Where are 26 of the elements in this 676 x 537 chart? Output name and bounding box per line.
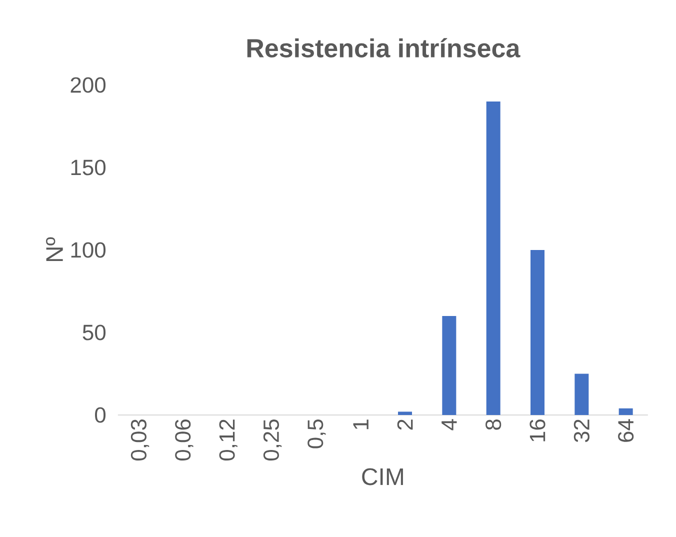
y-tick-label: 0 bbox=[95, 407, 106, 423]
x-tick-label: 0,12 bbox=[219, 420, 238, 460]
y-axis-title: Nº bbox=[46, 237, 63, 262]
bar bbox=[530, 250, 545, 415]
x-tick-label: 1 bbox=[353, 420, 368, 430]
x-tick-label: 2 bbox=[397, 420, 413, 430]
bar bbox=[618, 408, 633, 415]
chart-title: Resistencia intrínseca bbox=[247, 38, 520, 58]
x-tick-label: 4 bbox=[442, 419, 457, 430]
x-tick-label: 16 bbox=[530, 419, 546, 442]
y-tick-label: 100 bbox=[71, 242, 106, 258]
bar bbox=[486, 101, 500, 415]
y-tick-label: 200 bbox=[70, 77, 106, 93]
bar bbox=[574, 374, 589, 415]
x-tick-label: 0,03 bbox=[130, 419, 150, 460]
x-tick-label: 0,5 bbox=[308, 419, 326, 448]
y-tick-label: 50 bbox=[82, 324, 106, 340]
x-tick-label: 8 bbox=[486, 419, 502, 430]
bar bbox=[442, 316, 456, 415]
x-tick-label: 32 bbox=[574, 420, 590, 442]
x-tick-label: 64 bbox=[618, 419, 634, 442]
x-tick-label: 0,06 bbox=[175, 419, 194, 460]
y-tick-label: 150 bbox=[71, 160, 106, 176]
x-axis-title: CIM bbox=[362, 468, 403, 486]
bar bbox=[398, 412, 412, 415]
x-tick-label: 0,25 bbox=[263, 419, 282, 460]
